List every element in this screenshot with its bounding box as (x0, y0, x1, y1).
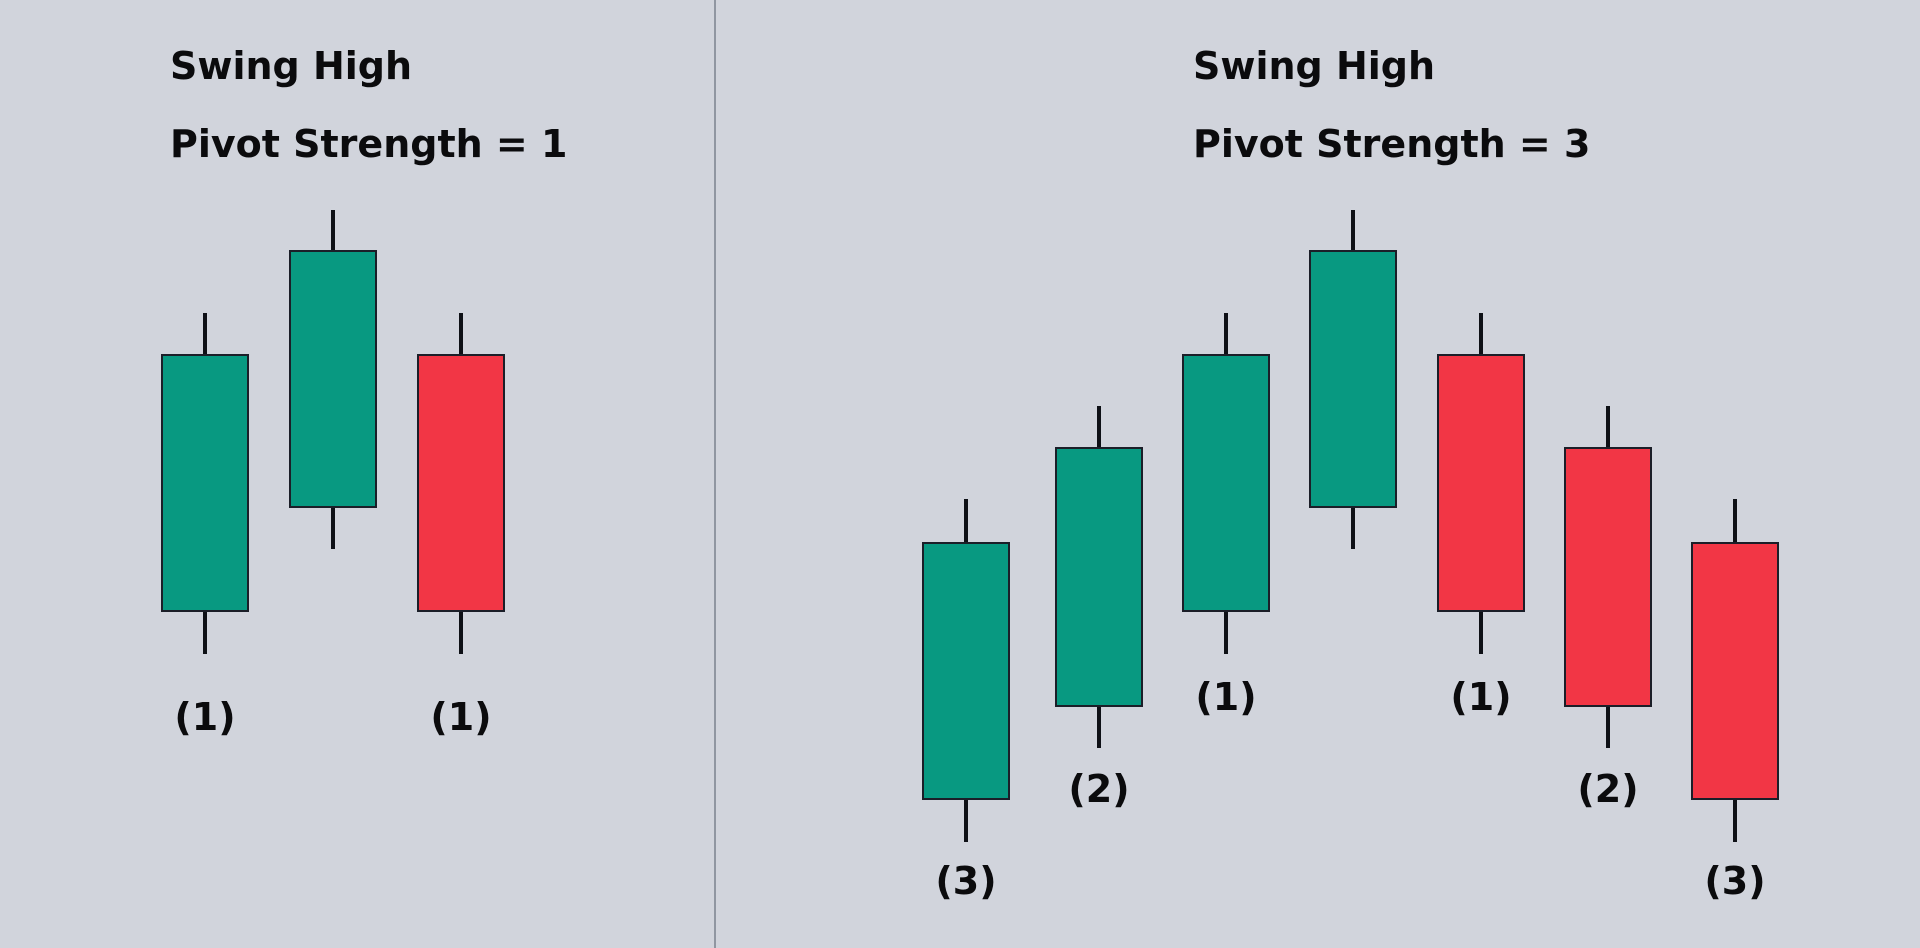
candle-body-bear (1437, 354, 1525, 612)
page-title: Swing High (1193, 44, 1436, 88)
candle-body-bull (161, 354, 249, 612)
pivot-count-label: (1) (1195, 675, 1257, 719)
pivot-count-label: (3) (1704, 859, 1766, 903)
pivot-count-label: (1) (430, 695, 492, 739)
page-title: Swing High (170, 44, 413, 88)
panel-header-left: Swing High Pivot Strength = 1 (170, 44, 567, 166)
candle-body-bull (289, 250, 377, 508)
candle-body-bear (1691, 542, 1779, 800)
candle-body-bull (1055, 447, 1143, 707)
candle-body-bear (417, 354, 505, 612)
candle-body-bear (1564, 447, 1652, 707)
pivot-count-label: (1) (174, 695, 236, 739)
panel-header-right: Swing High Pivot Strength = 3 (1193, 44, 1590, 166)
pivot-strength-subtitle: Pivot Strength = 1 (170, 122, 568, 166)
candle-body-bull (1309, 250, 1397, 508)
pivot-count-label: (1) (1450, 675, 1512, 719)
panel-divider (714, 0, 716, 948)
candle-body-bull (1182, 354, 1270, 612)
pivot-strength-subtitle: Pivot Strength = 3 (1193, 122, 1591, 166)
candle-body-bull (922, 542, 1010, 800)
pivot-count-label: (3) (935, 859, 997, 903)
pivot-count-label: (2) (1577, 767, 1639, 811)
pivot-count-label: (2) (1068, 767, 1130, 811)
